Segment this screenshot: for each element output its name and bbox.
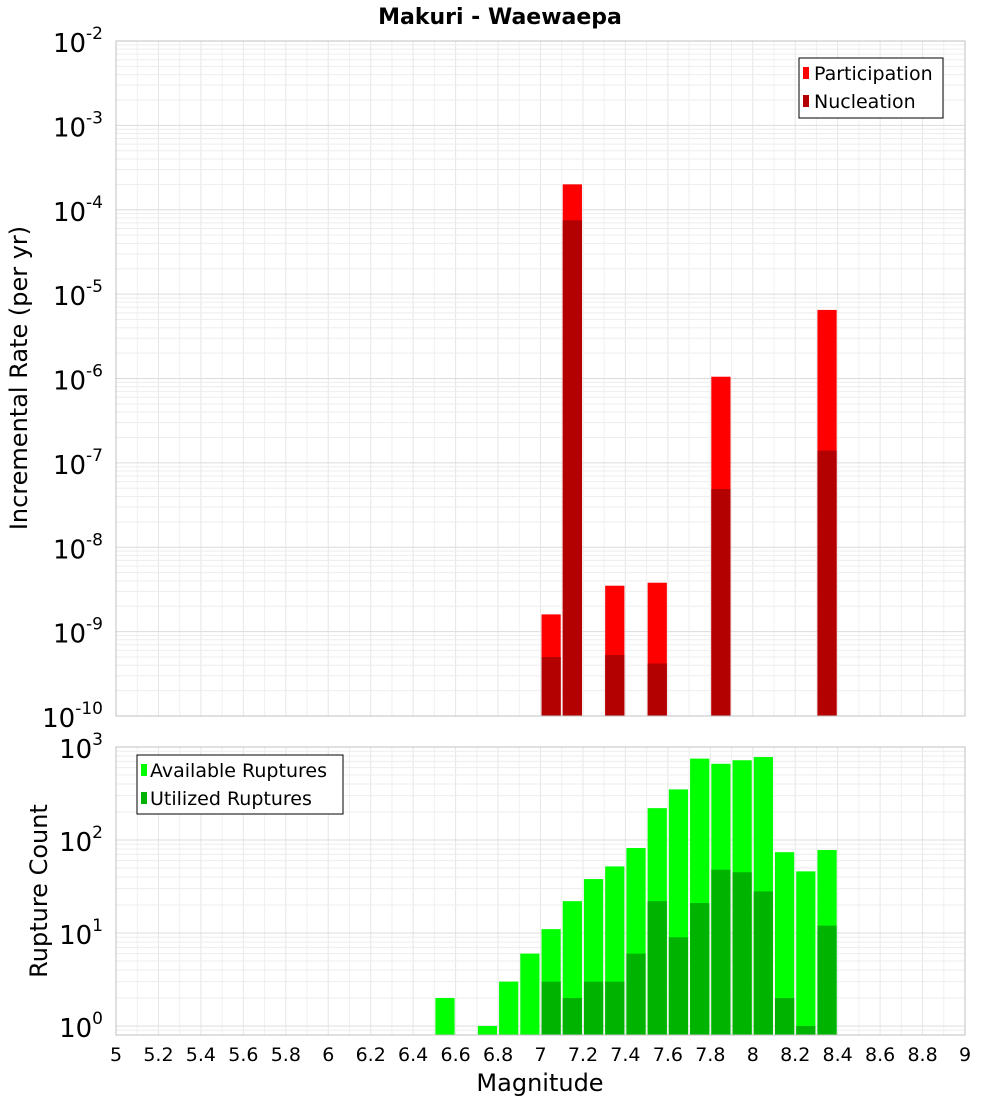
x-tick-label: 5.4 [186,1044,216,1066]
legend-label-participation: Participation [814,63,933,85]
x-tick-label: 7.6 [653,1044,683,1066]
count-bar-utilized-ruptures [541,981,561,1035]
count-bar-utilized-ruptures [668,937,689,1035]
rate-bar-nucleation [647,663,667,716]
y-tick-label: 103 [59,730,103,765]
rate-bar-nucleation [817,450,837,716]
rate-bar-nucleation [711,489,731,716]
legend-label-utilized: Utilized Ruptures [150,788,312,810]
upper-legend-box [798,57,944,119]
count-bar-utilized-ruptures [583,981,604,1035]
y-tick-label: 10-4 [53,193,103,228]
y-tick-label: 10-9 [53,615,103,650]
count-bar-available-ruptures [520,953,540,1035]
y-tick-label: 10-7 [53,446,103,481]
x-tick-label: 8.2 [780,1044,810,1066]
count-bar-available-ruptures [435,997,455,1035]
lower-plot-border [115,746,966,1036]
legend-swatch-participation [803,67,809,79]
count-bar-available-ruptures [499,981,519,1035]
upper-legend: Participation Nucleation [798,57,944,119]
x-tick-label: 9 [959,1044,971,1066]
x-tick-label: 8.6 [865,1044,895,1066]
y-tick-label: 10-5 [53,277,103,312]
legend-swatch-utilized [141,792,147,804]
count-series-0 [435,757,837,1035]
count-bar-utilized-ruptures [711,869,731,1035]
count-bar-utilized-ruptures [626,953,646,1035]
legend-swatch-nucleation [803,95,809,107]
lower-y-axis-label: Rupture Count [25,804,53,978]
count-bar-available-ruptures [774,852,795,1035]
count-series-1 [541,869,837,1035]
count-bar-utilized-ruptures [690,903,710,1035]
x-tick-label: 6 [322,1044,334,1066]
upper-y-axis-label: Incremental Rate (per yr) [5,226,33,530]
count-bar-utilized-ruptures [753,891,773,1035]
legend-label-nucleation: Nucleation [814,91,916,113]
chart-title: Makuri - Waewaepa [378,5,622,30]
y-tick-label: 10-2 [53,24,103,59]
count-bar-utilized-ruptures [817,925,837,1035]
count-bar-utilized-ruptures [732,872,752,1035]
upper-panel: 10-10 10-9 10-8 10-7 10-6 10-5 10-4 10-3 10-2 In… [5,24,966,734]
count-bar-available-ruptures [477,1025,498,1035]
rate-series-1 [541,220,837,717]
upper-grid [115,40,966,717]
upper-bars [541,184,837,717]
x-tick-label: 7.4 [610,1044,640,1066]
upper-plot-border [115,40,966,717]
y-tick-label: 102 [59,823,103,858]
y-tick-label: 10-6 [53,362,103,397]
lower-bars [435,757,837,1035]
y-tick-label: 10-8 [53,530,103,565]
count-bar-utilized-ruptures [647,901,667,1035]
count-bar-utilized-ruptures [796,1025,816,1035]
x-tick-label: 5.2 [143,1044,173,1066]
legend-label-available: Available Ruptures [150,760,327,782]
legend-swatch-available [141,764,147,776]
y-tick-label: 10-10 [42,699,103,734]
count-bar-utilized-ruptures [774,997,795,1035]
x-tick-label: 8 [747,1044,759,1066]
x-tick-label: 5 [110,1044,122,1066]
x-tick-label: 8.8 [907,1044,937,1066]
x-tick-label: 7.8 [695,1044,725,1066]
x-ticks: 5 5.2 5.4 5.6 5.8 6 6.2 6.4 6.6 6.8 7 7.2 7.4 7.6 7.8 8… [110,1044,971,1066]
x-tick-label: 7 [534,1044,546,1066]
x-tick-label: 6.8 [483,1044,513,1066]
x-tick-label: 6.2 [356,1044,386,1066]
count-bar-available-ruptures [796,871,816,1035]
x-axis-label: Magnitude [476,1069,603,1097]
lower-y-ticks: 100 101 102 103 [59,730,103,1044]
x-tick-label: 8.4 [823,1044,853,1066]
lower-panel: 100 101 102 103 5 5.2 5.4 5.6 5.8 6 6.2 6.4 6.6 6.8 7… [25,730,971,1097]
lower-legend-box [136,754,344,815]
x-tick-label: 6.6 [440,1044,470,1066]
count-bar-utilized-ruptures [562,997,582,1035]
y-tick-label: 100 [59,1009,103,1044]
x-tick-label: 5.6 [228,1044,258,1066]
rate-bar-nucleation [541,657,561,716]
x-tick-label: 7.2 [568,1044,598,1066]
rate-bar-nucleation [562,220,582,717]
lower-legend: Available Ruptures Utilized Ruptures [136,754,344,815]
count-bar-utilized-ruptures [605,981,625,1035]
rate-bar-nucleation [605,654,625,716]
upper-y-ticks: 10-10 10-9 10-8 10-7 10-6 10-5 10-4 10-3 10-2 [42,24,103,734]
x-tick-label: 5.8 [271,1044,301,1066]
y-tick-label: 101 [59,916,103,951]
y-tick-label: 10-3 [53,108,103,143]
x-tick-label: 6.4 [398,1044,428,1066]
